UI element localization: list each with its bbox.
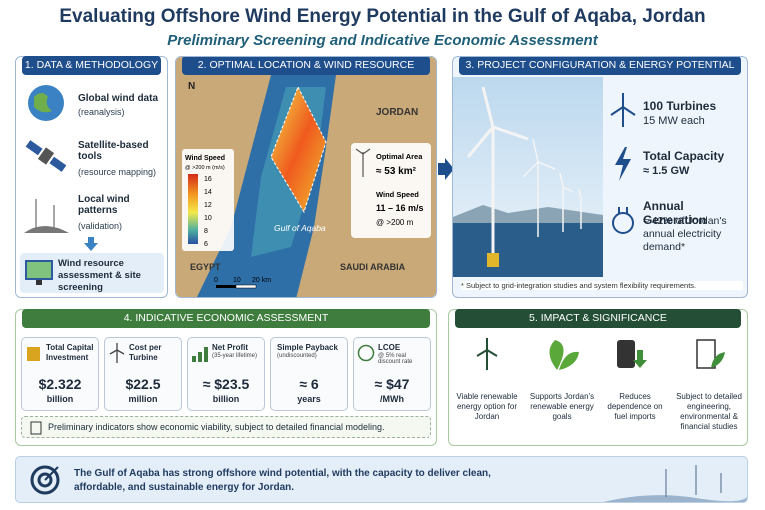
method-detail: (reanalysis) [78, 107, 125, 117]
config-label: Total Capacity [643, 149, 725, 163]
econ-card: Simple Payback (undiscounted) ≈ 6 years [270, 337, 348, 411]
screen-icon [25, 260, 53, 285]
card-sub: (undiscounted) [277, 353, 317, 359]
panel-title: 5. IMPACT & SIGNIFICANCE [455, 309, 741, 328]
economics-panel: 4. INDICATIVE ECONOMIC ASSESSMENT Total … [15, 309, 437, 446]
scale-label: 10 [233, 277, 241, 284]
note-text: Preliminary indicators show economic via… [48, 422, 385, 432]
legend-tick: 12 [204, 202, 212, 209]
card-value: ≈ $23.5 [202, 376, 250, 392]
card-label: Simple Payback [277, 343, 338, 352]
card-sub: (35-year lifetime) [212, 353, 258, 359]
card-unit: billion [212, 394, 240, 404]
panel-title: 1. DATA & METHODOLOGY [22, 56, 161, 75]
footer-text: The Gulf of Aqaba has strong offshore wi… [74, 468, 491, 493]
legend-tick: 8 [204, 228, 208, 235]
configuration-panel: 100 Turbines 15 MW each Total Capacity ≈… [452, 56, 748, 298]
method-detail: (validation) [78, 221, 123, 231]
config-detail: ≈ 42% of Jordan's annual electricity dem… [643, 215, 727, 253]
title: Evaluating Offshore Wind Energy Potentia… [59, 6, 706, 27]
method-detail: (resource mapping) [78, 167, 157, 177]
card-unit: years [297, 394, 321, 404]
country-label: EGYPT [190, 262, 221, 272]
target-icon [30, 465, 60, 495]
legend-tick: 14 [204, 189, 212, 196]
method-label: Global wind data [78, 93, 159, 104]
config-detail: ≈ 1.5 GW [643, 165, 690, 177]
scale-label: 20 km [252, 277, 271, 284]
scale-label: 0 [214, 277, 218, 284]
footer-art [603, 465, 747, 502]
config-label: 100 Turbines [643, 99, 717, 113]
config-icons [610, 93, 636, 234]
method-label: Local wind patterns [78, 194, 130, 216]
icon [192, 347, 208, 362]
panel-title: 3. PROJECT CONFIGURATION & ENERGY POTENT… [459, 57, 741, 75]
impact-text: Reduces dependence on fuel imports [607, 392, 663, 421]
impact-text: Subject to detailed engineering, environ… [676, 392, 742, 431]
methodology-panel: 1. DATA & METHODOLOGY Global wind data (… [15, 56, 168, 298]
impact-text: Supports Jordan's renewable energy goals [529, 392, 595, 421]
econ-card: Net Profit (35-year lifetime) ≈ $23.5 billi… [187, 337, 265, 411]
result-text: Wind resource assessment & site screenin… [58, 258, 141, 293]
clipboard-icon [30, 421, 42, 435]
econ-card: LCOE @ 5% real discount rate ≈ $47/MWh [353, 337, 431, 411]
callout-label: Wind Speed [376, 190, 419, 199]
econ-card: Cost per Turbine $22.5 million [104, 337, 182, 411]
map: N JORDAN EGYPT SAUDI ARABIA Gulf of Aqab… [176, 57, 436, 297]
panel-title: 2. OPTIMAL LOCATION & WIND RESOURCE [182, 57, 430, 75]
card-value: ≈ 6 [299, 376, 319, 392]
panel-title: 4. INDICATIVE ECONOMIC ASSESSMENT [22, 309, 430, 328]
method-label: Satellite-based tools [78, 140, 149, 162]
icon [357, 344, 375, 362]
card-label: Net Profit [212, 343, 248, 352]
card-label: LCOE [378, 343, 401, 352]
country-label: SAUDI ARABIA [340, 262, 406, 272]
legend-tick: 16 [204, 176, 212, 183]
config-detail: 15 MW each [643, 115, 705, 127]
callout-detail: @ >200 m [376, 218, 414, 227]
arrow [84, 237, 98, 251]
card-value: $2.322 [38, 376, 82, 392]
method-icons [24, 85, 69, 233]
econ-note: Preliminary indicators show economic via… [21, 416, 431, 438]
card-unit: billion [46, 394, 74, 404]
callout-label: Optimal Area [376, 152, 423, 161]
callout-value: 11 – 16 m/s [376, 203, 424, 213]
icon [27, 347, 40, 361]
footnote: * Subject to grid-integration studies an… [461, 281, 743, 290]
location-panel: N JORDAN EGYPT SAUDI ARABIA Gulf of Aqab… [175, 56, 437, 298]
legend-subtitle: @ >200 m (m/s) [185, 165, 225, 171]
impact-text: Viable renewable energy option for Jorda… [456, 392, 518, 421]
photo [453, 77, 603, 277]
legend-tick: 6 [204, 241, 208, 248]
icon [109, 343, 125, 363]
card-label: Total Capital Investment [46, 343, 94, 362]
impact-icons [476, 338, 725, 370]
card-label: Cost per Turbine [129, 343, 162, 362]
card-value: ≈ $47 [374, 376, 410, 392]
card-value: $22.5 [125, 376, 161, 392]
card-sub: @ 5% real discount rate [378, 353, 413, 365]
north-label: N [188, 81, 195, 92]
legend-title: Wind Speed [185, 155, 225, 162]
card-unit: million [128, 394, 158, 404]
econ-card: Total Capital Investment $2.322 billion [21, 337, 99, 411]
impact-panel: 5. IMPACT & SIGNIFICANCE Viable renewabl… [448, 309, 748, 446]
result-box: Wind resource assessment & site screenin… [20, 253, 164, 293]
subtitle: Preliminary Screening and Indicative Eco… [167, 32, 598, 49]
gulf-label: Gulf of Aqaba [274, 223, 326, 233]
legend-tick: 10 [204, 215, 212, 222]
footer: The Gulf of Aqaba has strong offshore wi… [15, 456, 748, 503]
arrow [438, 158, 454, 180]
callout-value: ≈ 53 km² [376, 166, 417, 177]
config-label: Annual Generation [643, 199, 707, 227]
country-label: JORDAN [376, 107, 418, 118]
card-unit: /MWh [380, 394, 404, 404]
